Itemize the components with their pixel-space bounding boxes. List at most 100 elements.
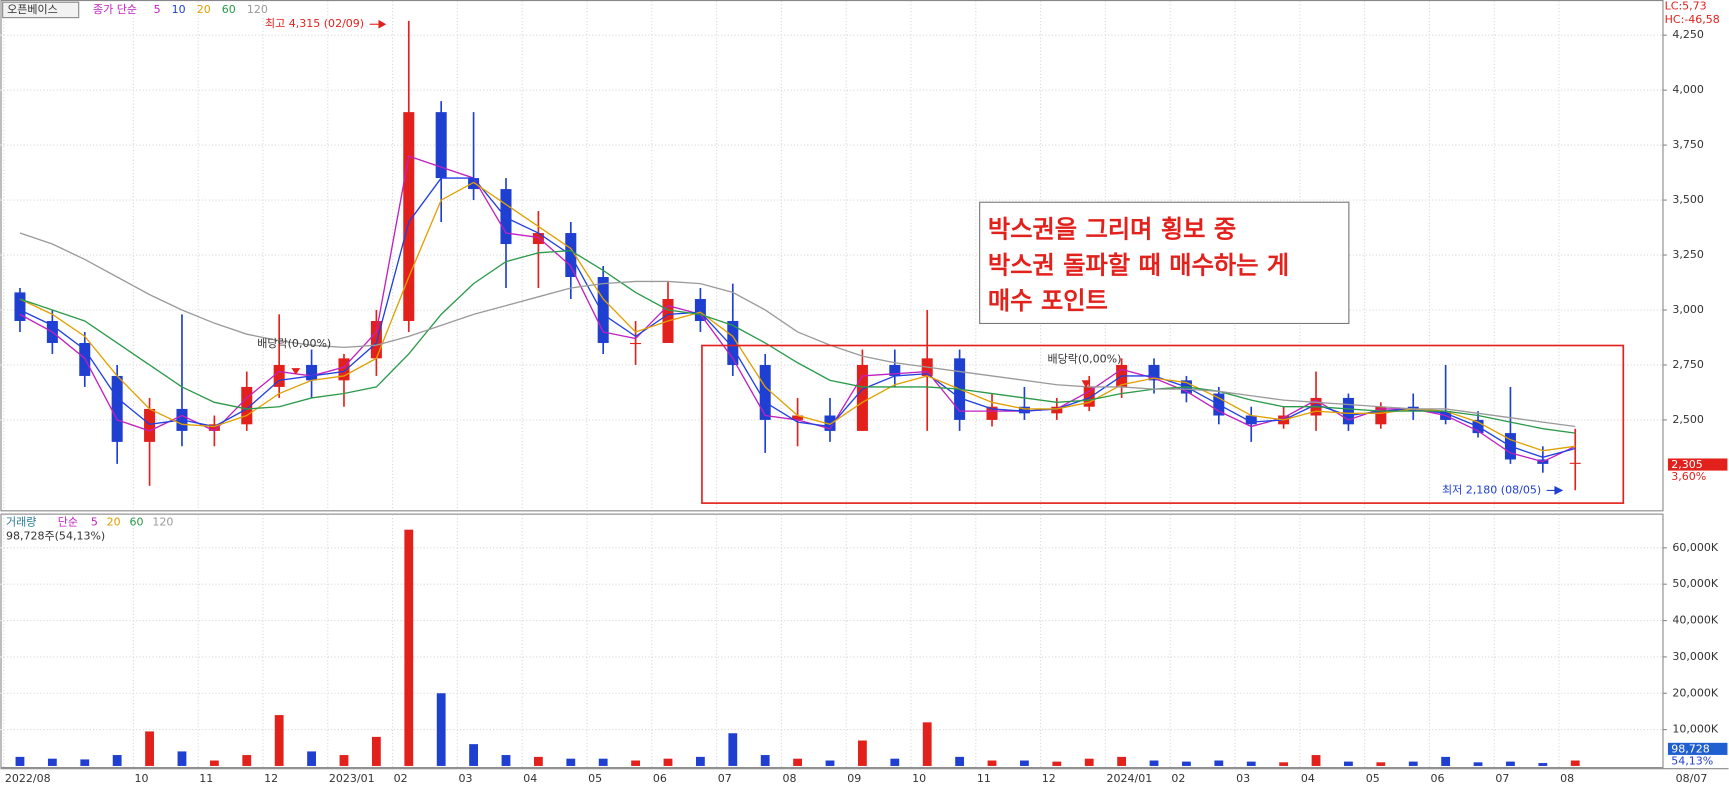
x-tick-label: 11 bbox=[977, 772, 991, 785]
volume-bar bbox=[793, 758, 803, 766]
x-tick-label: 02 bbox=[394, 772, 408, 785]
candle-body bbox=[1083, 386, 1095, 407]
candle-body bbox=[1245, 415, 1257, 425]
volume-bar bbox=[469, 744, 478, 766]
volume-bar bbox=[1117, 756, 1127, 766]
volume-bar bbox=[1473, 762, 1483, 766]
y-tick-label: 3,500 bbox=[1672, 193, 1704, 206]
volume-bar bbox=[1408, 761, 1418, 766]
last-price-tag bbox=[1667, 458, 1728, 471]
note-box bbox=[979, 201, 1350, 325]
ma-label: 종가 단순 bbox=[93, 3, 137, 16]
x-tick-label: 03 bbox=[1236, 772, 1250, 785]
volume-bar bbox=[80, 759, 90, 766]
volume-bar bbox=[760, 755, 770, 766]
volume-legend: 5 20 60 120 bbox=[91, 515, 174, 528]
y-tick-label: 10,000K bbox=[1672, 723, 1719, 736]
candle-body bbox=[370, 320, 382, 359]
volume-bar bbox=[15, 756, 25, 766]
x-tick-label: 2023/01 bbox=[329, 772, 375, 785]
volume-bar bbox=[825, 760, 835, 766]
volume-bar bbox=[145, 731, 154, 766]
x-tick-label: 05 bbox=[588, 772, 602, 785]
legend-entry: 60 bbox=[222, 3, 236, 16]
candle-body bbox=[111, 375, 123, 442]
volume-bar bbox=[177, 751, 187, 766]
legend-entry: 20 bbox=[107, 515, 121, 528]
legend-entry: 120 bbox=[152, 515, 173, 528]
volume-bar bbox=[955, 756, 965, 766]
x-tick-label: 04 bbox=[523, 772, 537, 785]
y-tick-label: 3,750 bbox=[1672, 138, 1704, 151]
y-tick-label: 60,000K bbox=[1672, 541, 1719, 554]
candle-body bbox=[532, 233, 544, 245]
ma-line bbox=[19, 177, 1576, 458]
candle-body bbox=[630, 342, 642, 345]
volume-bar bbox=[1246, 761, 1256, 766]
candle-body bbox=[694, 298, 706, 321]
volume-bar bbox=[1538, 763, 1548, 766]
legend-entry: 5 bbox=[154, 3, 161, 16]
volume-bar bbox=[890, 758, 900, 766]
candle-body bbox=[1342, 397, 1354, 425]
ma-legend: 5 10 20 60 120 bbox=[154, 3, 268, 16]
candle-body bbox=[435, 112, 447, 179]
volume-bar bbox=[1052, 761, 1062, 766]
x-tick-label: 04 bbox=[1301, 772, 1315, 785]
volume-bar bbox=[307, 751, 316, 766]
high-arrow-head bbox=[378, 19, 387, 29]
volume-bar bbox=[1279, 762, 1289, 766]
y-tick-label: 50,000K bbox=[1672, 577, 1719, 590]
candle-body bbox=[1569, 462, 1581, 464]
dividend-arrow bbox=[1081, 380, 1091, 388]
volume-bar bbox=[339, 755, 349, 766]
y-tick-label: 4,250 bbox=[1672, 28, 1704, 41]
last-volume-tag bbox=[1667, 742, 1728, 755]
candle-body bbox=[241, 386, 253, 425]
candle-body bbox=[468, 178, 480, 190]
ma-line bbox=[19, 232, 1576, 428]
volume-bar bbox=[1344, 761, 1353, 766]
y-tick-label: 2,750 bbox=[1672, 358, 1704, 371]
volume-bar bbox=[1311, 755, 1321, 766]
candle-body bbox=[338, 358, 350, 381]
high-label: 최고 4,315 (02/09) bbox=[265, 17, 364, 30]
candle-body bbox=[727, 320, 739, 365]
x-tick-label: 2024/01 bbox=[1107, 772, 1153, 785]
volume-bar bbox=[728, 733, 738, 766]
legend-entry: 120 bbox=[247, 3, 268, 16]
candle-body bbox=[306, 364, 318, 381]
volume-bar bbox=[695, 756, 705, 766]
volume-bar bbox=[598, 758, 608, 766]
x-tick-label: 2022/08 bbox=[5, 772, 51, 785]
volume-ma-label: 단순 bbox=[58, 515, 78, 528]
volume-bar bbox=[663, 758, 673, 766]
dividend-arrow bbox=[291, 368, 301, 375]
x-tick-label: 03 bbox=[458, 772, 472, 785]
y-tick-label: 20,000K bbox=[1672, 686, 1719, 699]
x-tick-label: 08 bbox=[783, 772, 797, 785]
x-tick-label: 12 bbox=[264, 772, 278, 785]
y-tick-label: 40,000K bbox=[1672, 614, 1719, 627]
x-tick-label: 05 bbox=[1366, 772, 1380, 785]
chart-title: 오픈베이스 bbox=[7, 3, 58, 16]
volume-bar bbox=[47, 758, 57, 766]
candle-body bbox=[986, 406, 998, 420]
volume-bar bbox=[1570, 760, 1580, 766]
x-tick-label: 11 bbox=[199, 772, 213, 785]
low-arrow-head bbox=[1554, 486, 1564, 495]
change-label: 3,60% bbox=[1671, 470, 1706, 483]
marks bbox=[14, 20, 1581, 766]
volume-bar bbox=[404, 529, 414, 766]
volume-bar bbox=[209, 760, 219, 766]
ma-line bbox=[19, 249, 1576, 434]
volume-bar bbox=[112, 755, 122, 766]
volume-bar bbox=[436, 693, 446, 766]
y-tick-label: 3,000 bbox=[1672, 303, 1704, 316]
candle-body bbox=[889, 364, 901, 376]
note-line: 매수 포인트 bbox=[988, 286, 1108, 315]
candle-body bbox=[1148, 364, 1160, 381]
dividend-label: 배당락(0,00%) bbox=[1047, 352, 1121, 365]
